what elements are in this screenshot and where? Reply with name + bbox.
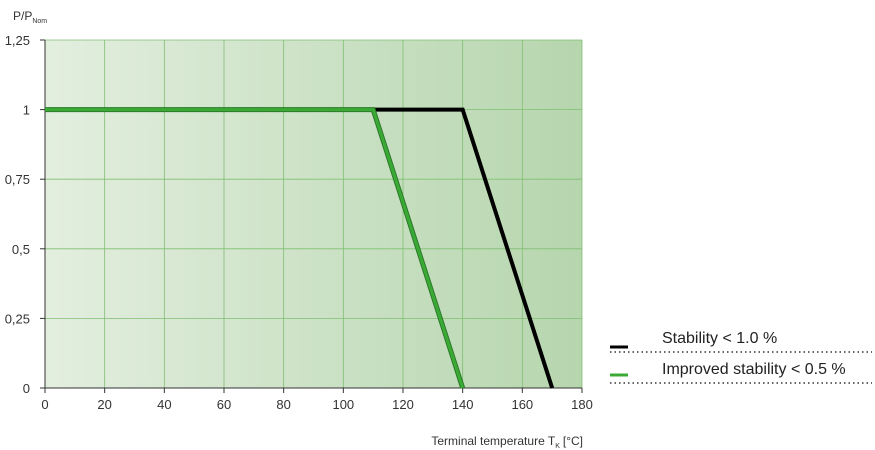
axes <box>44 40 582 389</box>
plot-area <box>45 40 582 388</box>
y-axis-ticks: 0 0,25 0,5 0,75 1 1,25 <box>5 33 45 396</box>
series-lines <box>45 107 555 389</box>
y-tick-label: 1 <box>23 103 30 118</box>
x-axis-label-unit: [°C] <box>563 434 583 448</box>
y-axis-label: P/PNom <box>13 9 47 25</box>
y-tick-label: 0,75 <box>5 172 30 187</box>
x-tick-label: 20 <box>97 397 111 412</box>
x-tick-label: 0 <box>41 397 48 412</box>
y-tick-label: 0,25 <box>5 311 30 326</box>
x-tick-label: 160 <box>511 397 533 412</box>
series-line-improved-stability <box>45 108 465 389</box>
x-tick-label: 80 <box>276 397 290 412</box>
x-tick-label: 180 <box>571 397 593 412</box>
legend-label-stability: Stability < 1.0 % <box>662 330 777 347</box>
x-tick-label: 140 <box>452 397 474 412</box>
x-tick-label: 60 <box>217 397 231 412</box>
x-tick-label: 40 <box>157 397 171 412</box>
y-tick-label: 0 <box>23 381 30 396</box>
y-tick-label: 1,25 <box>5 33 30 48</box>
legend-item-improved-stability: Improved stability < 0.5 % <box>610 361 872 384</box>
x-axis-ticks: 0 20 40 60 80 100 120 140 160 180 <box>41 388 593 412</box>
legend-label-improved-stability: Improved stability < 0.5 % <box>662 361 846 378</box>
y-axis-label-subscript: Nom <box>32 18 47 25</box>
x-axis-label-text: Terminal temperature T <box>431 434 555 448</box>
x-tick-label: 120 <box>392 397 414 412</box>
legend: Stability < 1.0 % Improved stability < 0… <box>610 330 872 384</box>
x-axis-label-subscript: K <box>555 443 560 450</box>
y-axis-label-text: P/P <box>13 9 32 23</box>
x-axis-label: Terminal temperature TK [°C] <box>431 434 583 450</box>
y-tick-label: 0,5 <box>12 242 30 257</box>
legend-item-stability: Stability < 1.0 % <box>610 330 872 353</box>
x-tick-label: 100 <box>332 397 354 412</box>
